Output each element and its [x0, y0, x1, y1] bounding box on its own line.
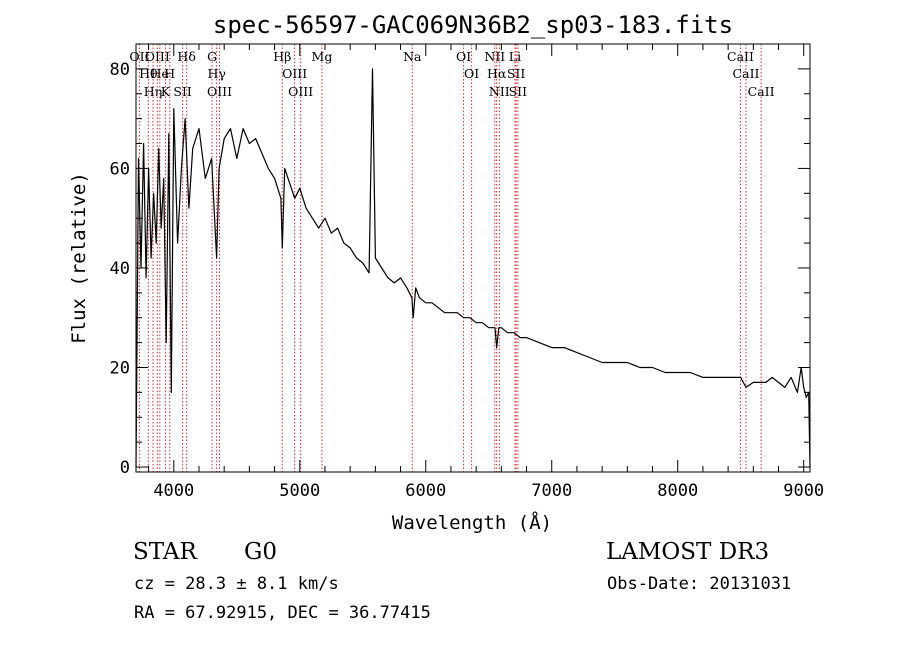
line-label-8: Hδ: [177, 49, 195, 64]
line-label-26: CaII: [733, 66, 760, 81]
x-tick-label-0: 4000: [153, 481, 194, 501]
line-label-19: NII: [484, 49, 505, 64]
x-axis-label: Wavelength (Å): [392, 511, 552, 534]
line-label-12: Hβ: [273, 49, 291, 64]
x-tick-label-4: 8000: [657, 481, 698, 501]
line-label-4: He: [151, 66, 169, 81]
line-label-25: CaII: [727, 49, 754, 64]
line-label-21: NII: [489, 84, 510, 99]
line-label-17: OI: [456, 49, 471, 64]
y-tick-label-0: 0: [120, 458, 130, 478]
y-tick-label-4: 80: [110, 60, 130, 80]
chart-title: spec-56597-GAC069N36B2_sp03-183.fits: [213, 11, 733, 39]
line-label-1: Hθ: [139, 66, 157, 81]
redshift-text: cz = 28.3 ± 8.1 km/s: [134, 574, 339, 594]
x-tick-label-5: 9000: [783, 481, 824, 501]
line-label-20: Hα: [487, 66, 507, 81]
survey-name: LAMOST DR3: [606, 539, 770, 565]
line-label-14: OIII: [288, 84, 313, 99]
plot-frame: [135, 43, 811, 473]
line-label-0: OII: [129, 49, 149, 64]
object-subclass: G0: [244, 539, 278, 565]
x-tick-label-3: 7000: [531, 481, 572, 501]
axes: 4000 5000 6000 7000 8000 9000 0 20 40 60 80: [110, 43, 824, 501]
x-tick-label-1: 5000: [279, 481, 320, 501]
line-label-27: CaII: [748, 84, 775, 99]
line-label-10: Hγ: [207, 66, 225, 81]
line-label-3: OIII: [145, 49, 170, 64]
line-label-22: Li: [509, 49, 521, 64]
line-label-16: Na: [403, 49, 422, 64]
line-label-18: OI: [464, 66, 479, 81]
y-tick-label-3: 60: [110, 159, 130, 179]
line-label-7: SII: [173, 84, 192, 99]
line-markers: [138, 44, 762, 472]
line-label-11: OIII: [207, 84, 232, 99]
line-label-23: SII: [507, 66, 526, 81]
line-label-13: OIII: [282, 66, 307, 81]
y-tick-label-1: 20: [110, 358, 130, 378]
line-label-2: Hη: [144, 84, 162, 99]
line-labels: OII Hθ Hη OIII He KH SII Hδ G Hγ OIII Hβ OIII OIII Mg N…: [129, 49, 774, 99]
line-label-24: SII: [509, 84, 528, 99]
x-tick-label-2: 6000: [405, 481, 446, 501]
spectrum-series: [135, 68, 811, 468]
spectrum-line: [135, 68, 811, 468]
line-label-6: H: [164, 66, 175, 81]
coordinates: RA = 67.92915, DEC = 36.77415: [134, 603, 431, 623]
obs-date: Obs-Date: 20131031: [607, 574, 792, 594]
y-axis-label: Flux (relative): [68, 172, 90, 344]
y-tick-label-2: 40: [110, 259, 130, 279]
object-class: STAR: [133, 539, 197, 565]
line-label-9: G: [207, 49, 217, 64]
line-label-5: K: [161, 84, 171, 99]
line-label-15: Mg: [312, 49, 333, 64]
